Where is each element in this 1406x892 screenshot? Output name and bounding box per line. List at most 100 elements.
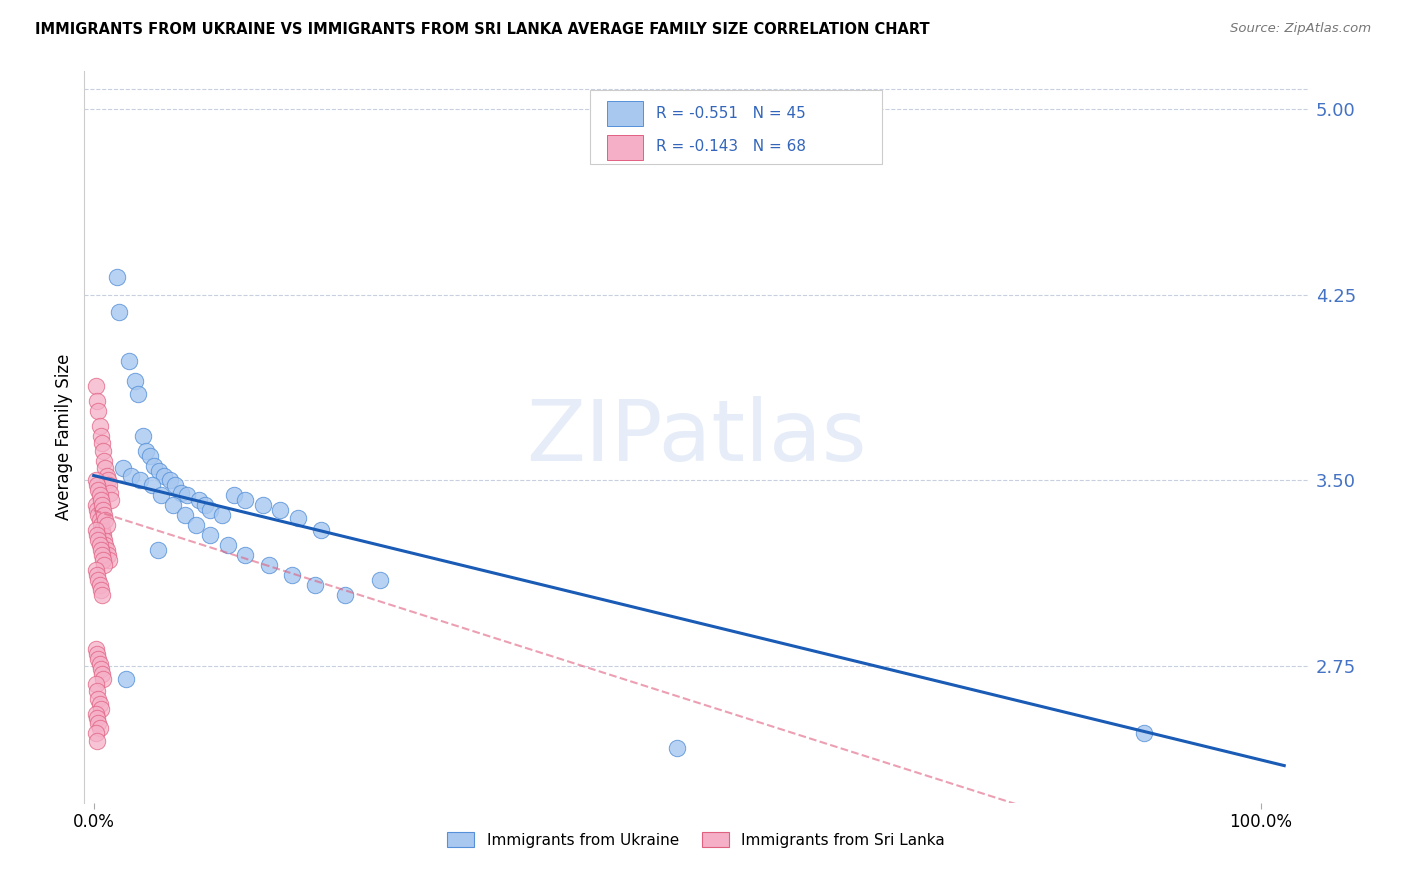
- Point: [91, 443, 114, 458]
- Point: [170, 486, 193, 500]
- Point: [200, 528, 222, 542]
- Point: [124, 374, 146, 388]
- Point: [666, 741, 689, 756]
- Point: [86, 394, 108, 409]
- Point: [90, 493, 112, 508]
- Point: [87, 691, 110, 706]
- Point: [87, 652, 110, 666]
- Point: [86, 711, 108, 725]
- Point: [93, 453, 115, 467]
- Point: [87, 508, 110, 523]
- Point: [368, 573, 391, 587]
- Point: [143, 458, 166, 473]
- Point: [235, 548, 257, 562]
- Text: IMMIGRANTS FROM UKRAINE VS IMMIGRANTS FROM SRI LANKA AVERAGE FAMILY SIZE CORRELA: IMMIGRANTS FROM UKRAINE VS IMMIGRANTS FR…: [35, 22, 929, 37]
- Point: [94, 538, 117, 552]
- Point: [90, 548, 112, 562]
- Point: [187, 493, 209, 508]
- Point: [93, 558, 115, 572]
- Legend: Immigrants from Ukraine, Immigrants from Sri Lanka: Immigrants from Ukraine, Immigrants from…: [439, 824, 953, 855]
- Point: [194, 498, 217, 512]
- Point: [90, 666, 112, 681]
- Point: [86, 528, 108, 542]
- Point: [252, 498, 274, 512]
- Point: [211, 508, 233, 523]
- Point: [91, 528, 114, 542]
- Text: ZIPatlas: ZIPatlas: [526, 395, 866, 479]
- Point: [108, 305, 131, 319]
- Point: [257, 558, 280, 572]
- Point: [89, 577, 111, 591]
- Point: [100, 493, 122, 508]
- Point: [90, 429, 112, 443]
- Point: [159, 474, 181, 488]
- Point: [111, 461, 134, 475]
- Point: [86, 734, 108, 748]
- Point: [89, 722, 111, 736]
- Point: [89, 697, 111, 711]
- Point: [148, 464, 170, 478]
- Point: [152, 468, 174, 483]
- Point: [105, 270, 128, 285]
- Point: [87, 404, 110, 418]
- Point: [129, 474, 152, 488]
- Point: [87, 573, 110, 587]
- Point: [132, 429, 155, 443]
- Point: [97, 548, 120, 562]
- Point: [91, 553, 114, 567]
- Point: [90, 523, 112, 537]
- Point: [84, 642, 107, 657]
- Point: [90, 662, 112, 676]
- Point: [93, 533, 115, 547]
- Point: [96, 468, 118, 483]
- Point: [127, 386, 149, 401]
- Point: [89, 657, 111, 671]
- Point: [96, 518, 118, 533]
- Point: [176, 488, 198, 502]
- Point: [84, 563, 107, 577]
- Point: [97, 474, 120, 488]
- Bar: [606, 135, 644, 160]
- Point: [97, 553, 120, 567]
- Point: [98, 486, 121, 500]
- Point: [87, 533, 110, 547]
- Y-axis label: Average Family Size: Average Family Size: [55, 354, 73, 520]
- Point: [269, 503, 291, 517]
- Point: [120, 468, 142, 483]
- Point: [222, 488, 245, 502]
- Point: [1133, 726, 1156, 740]
- Point: [86, 684, 108, 698]
- Point: [304, 577, 326, 591]
- Point: [217, 538, 239, 552]
- Point: [150, 488, 173, 502]
- Point: [84, 677, 107, 691]
- Point: [90, 498, 112, 512]
- Point: [90, 582, 112, 597]
- Point: [94, 513, 117, 527]
- FancyBboxPatch shape: [589, 90, 882, 164]
- Point: [84, 706, 107, 721]
- Point: [165, 478, 187, 492]
- Point: [86, 647, 108, 661]
- Point: [135, 443, 157, 458]
- Point: [90, 542, 112, 557]
- Point: [118, 354, 141, 368]
- Point: [90, 436, 112, 450]
- Point: [91, 672, 114, 686]
- Point: [173, 508, 195, 523]
- Point: [311, 523, 333, 537]
- Point: [146, 542, 169, 557]
- Point: [91, 503, 114, 517]
- Point: [84, 498, 107, 512]
- Point: [84, 523, 107, 537]
- Point: [281, 567, 304, 582]
- Point: [90, 701, 112, 715]
- Point: [86, 567, 108, 582]
- Point: [87, 716, 110, 731]
- Text: Source: ZipAtlas.com: Source: ZipAtlas.com: [1230, 22, 1371, 36]
- Point: [138, 449, 160, 463]
- Point: [96, 542, 118, 557]
- Text: R = -0.143   N = 68: R = -0.143 N = 68: [655, 139, 806, 154]
- Point: [186, 518, 208, 533]
- Point: [89, 488, 111, 502]
